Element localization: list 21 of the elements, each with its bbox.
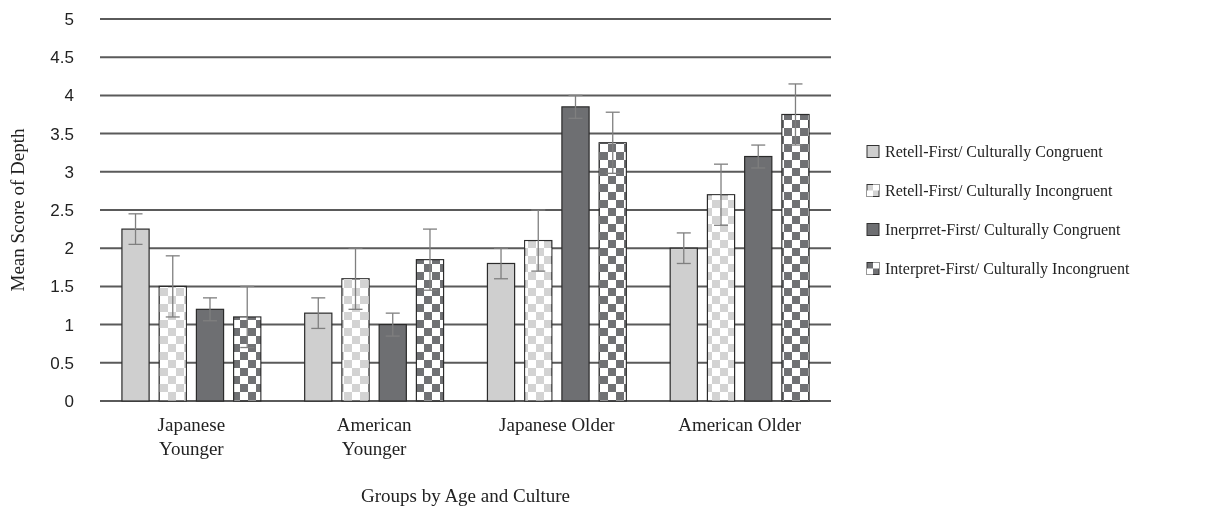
legend-label: Retell-First/ Culturally Congruent (885, 143, 1104, 162)
y-axis-title: Mean Score of Depth (7, 127, 28, 292)
x-tick-label: Japanese Younger (157, 414, 226, 459)
x-tick-label: American Older (678, 414, 802, 435)
y-tick-label: 2.5 (50, 200, 74, 220)
y-tick-label: 0 (64, 391, 74, 411)
y-tick-label: 2 (64, 239, 74, 259)
y-tick-label: 4 (64, 86, 74, 106)
y-tick-label: 3 (64, 162, 74, 182)
legend-label: Inerprret-First/ Culturally Congruent (885, 221, 1122, 240)
y-tick-label: 4.5 (50, 48, 74, 68)
y-tick-label: 1.5 (50, 277, 74, 297)
y-tick-label: 5 (64, 9, 74, 29)
x-axis-title: Groups by Age and Culture (361, 485, 570, 506)
y-tick-label: 0.5 (50, 353, 74, 373)
x-tick-label: Japanese Older (499, 414, 616, 435)
legend-label: Retell-First/ Culturally Incongruent (885, 182, 1114, 201)
y-tick-label: 1 (64, 315, 74, 335)
legend-label: Interpret-First/ Culturally Incongruent (885, 260, 1130, 279)
x-tick-label: American Younger (336, 414, 413, 459)
y-tick-label: 3.5 (50, 124, 74, 144)
